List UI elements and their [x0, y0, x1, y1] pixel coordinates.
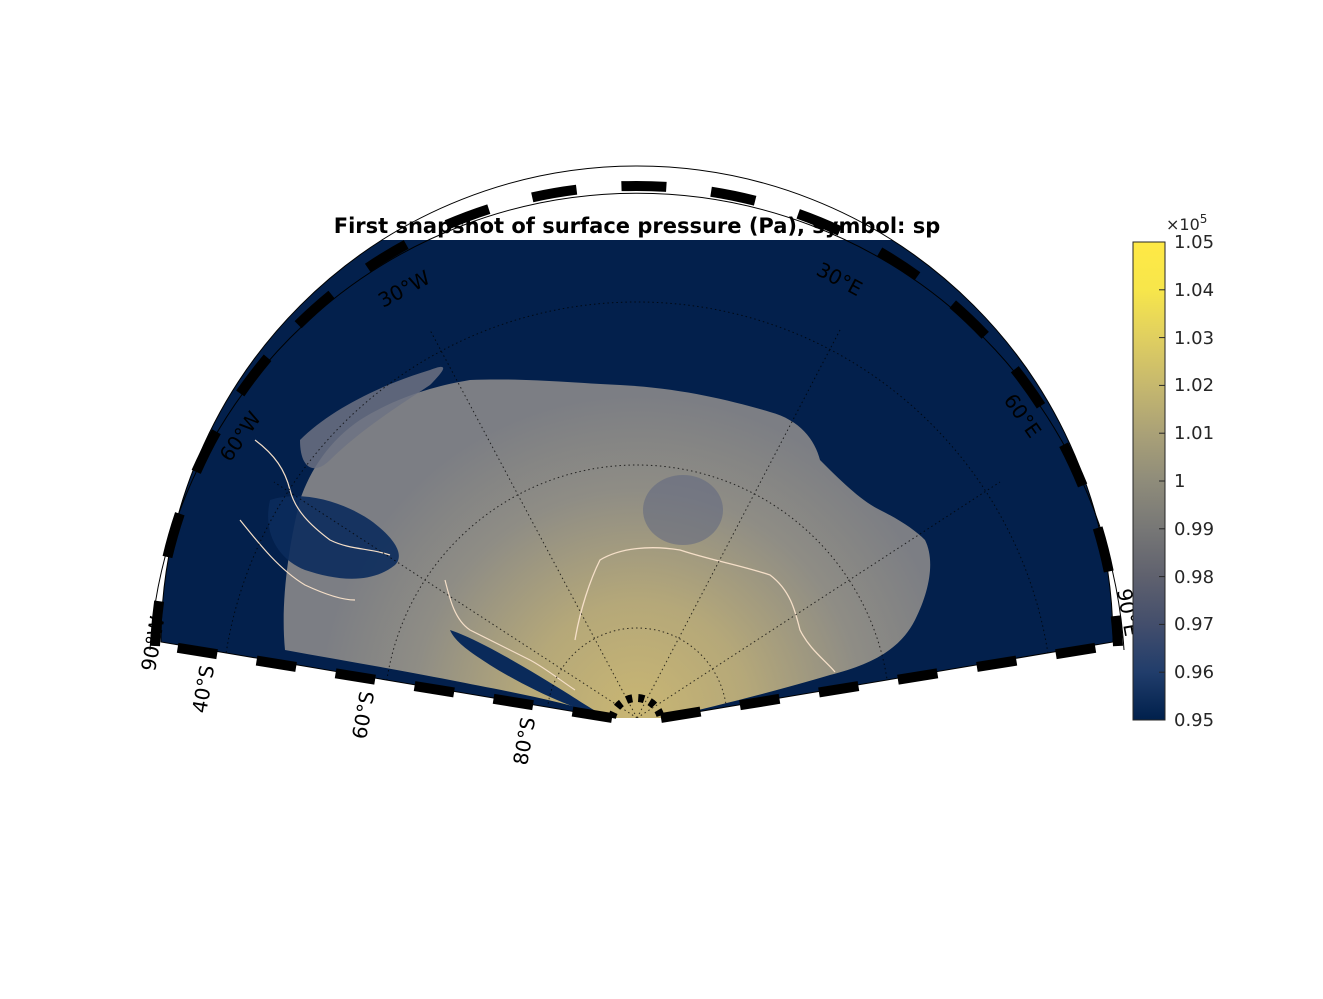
- colorbar: 1.05 1.04 1.03 1.02 1.01 1 0.99 0.98 0.9…: [1132, 212, 1214, 731]
- colorbar-tick-label: 0.95: [1174, 710, 1214, 731]
- map-frame: [149, 165, 1125, 723]
- colorbar-tick-label: 1: [1174, 471, 1185, 492]
- colorbar-tick-label: 1.01: [1174, 423, 1214, 444]
- lat-label-60s: 60°S: [347, 689, 379, 741]
- coastline-south-america: [239, 439, 391, 601]
- pressure-low-west: [268, 496, 399, 579]
- lat-label-80s: 80°S: [508, 715, 540, 767]
- colorbar-exponent: ×105: [1166, 212, 1207, 234]
- coastline-antarctica: [574, 547, 836, 673]
- pressure-field-tongue: [300, 366, 444, 469]
- colorbar-tick-label: 1.02: [1174, 375, 1214, 396]
- graticule: [220, 301, 1054, 718]
- map-sector: [161, 240, 1113, 718]
- colorbar-ticks: [1159, 241, 1165, 721]
- pressure-trough: [450, 630, 610, 718]
- pressure-low-center: [643, 475, 723, 545]
- colorbar-tick-label: 0.99: [1174, 519, 1214, 540]
- colorbar-tick-label: 0.98: [1174, 567, 1214, 588]
- colorbar-tick-label: 1.05: [1174, 232, 1214, 253]
- coastline-peninsula: [444, 579, 576, 691]
- lon-label-90w: 90°W: [136, 614, 169, 673]
- map-title: First snapshot of surface pressure (Pa),…: [334, 214, 941, 238]
- colorbar-tick-label: 1.04: [1174, 280, 1214, 301]
- pressure-field-land: [283, 379, 931, 718]
- colorbar-tick-label: 1.03: [1174, 328, 1214, 349]
- colorbar-tick-label: 0.96: [1174, 662, 1214, 683]
- colorbar-tick-label: 0.97: [1174, 614, 1214, 635]
- lat-label-40s: 40°S: [187, 663, 219, 715]
